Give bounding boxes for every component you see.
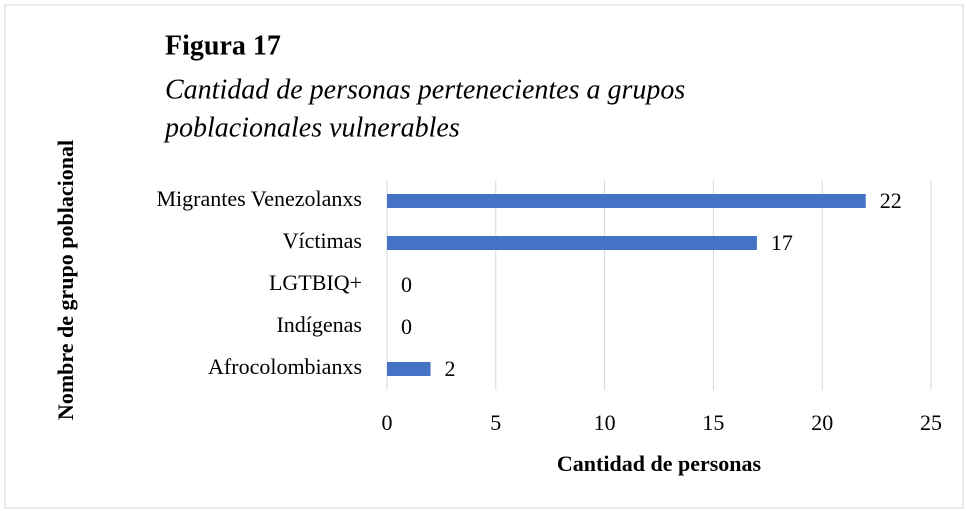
x-tick-label: 25 bbox=[920, 410, 942, 435]
value-label: 0 bbox=[401, 314, 412, 339]
value-label: 17 bbox=[771, 230, 793, 255]
bar bbox=[387, 236, 757, 250]
y-tick-label: Afrocolombianxs bbox=[208, 354, 362, 379]
y-tick-label: Víctimas bbox=[283, 228, 362, 253]
x-axis-label: Cantidad de personas bbox=[557, 451, 762, 476]
chart-subtitle: Cantidad de personas pertenecientes a gr… bbox=[165, 74, 685, 105]
value-label: 2 bbox=[445, 356, 456, 381]
chart-title: Figura 17 bbox=[165, 30, 281, 61]
bar bbox=[387, 362, 431, 376]
x-tick-label: 0 bbox=[382, 410, 393, 435]
bar bbox=[387, 194, 866, 208]
chart-subtitle: poblacionales vulnerables bbox=[163, 112, 460, 143]
x-tick-label: 15 bbox=[702, 410, 724, 435]
value-label: 0 bbox=[401, 272, 412, 297]
x-tick-label: 10 bbox=[594, 410, 616, 435]
chart-border bbox=[4, 4, 964, 509]
value-label: 22 bbox=[880, 188, 902, 213]
y-tick-label: Indígenas bbox=[276, 312, 362, 337]
x-tick-label: 5 bbox=[490, 410, 501, 435]
y-axis-label: Nombre de grupo poblacional bbox=[53, 140, 78, 420]
x-tick-label: 20 bbox=[811, 410, 833, 435]
y-tick-label: Migrantes Venezolanxs bbox=[157, 186, 363, 211]
y-tick-label: LGTBIQ+ bbox=[269, 270, 362, 295]
